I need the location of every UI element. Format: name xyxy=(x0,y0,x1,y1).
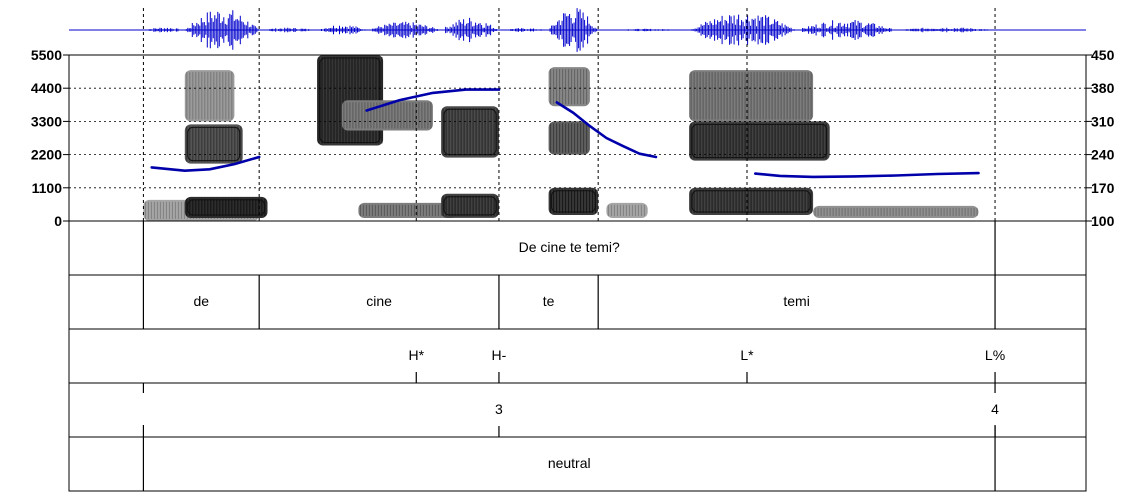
pitch-segment xyxy=(365,88,501,112)
tick-label-left: 4400 xyxy=(31,80,62,96)
spectrogram-contour xyxy=(691,123,828,159)
tier-words-frame xyxy=(68,274,1087,330)
tier-point-label: L% xyxy=(985,347,1005,363)
tier-label: te xyxy=(543,293,555,309)
spectrogram xyxy=(143,55,979,221)
spectrogram-region xyxy=(606,202,648,218)
tier-label: de xyxy=(194,293,210,309)
tick-label-left: 3300 xyxy=(31,113,62,129)
tier-break_indices-frame xyxy=(68,382,1087,438)
spectrogram-striations xyxy=(442,108,498,156)
tier-label: temi xyxy=(783,293,809,309)
tick-label-right: 100 xyxy=(1091,213,1115,229)
spectrogram-region xyxy=(548,121,590,155)
tick-label-left: 1100 xyxy=(32,180,63,196)
tier-point-label: 4 xyxy=(991,401,999,417)
spectrogram-region xyxy=(184,70,235,122)
tier-label: cine xyxy=(366,293,392,309)
spectrogram-striations xyxy=(607,204,645,216)
tier-label: neutral xyxy=(548,455,591,471)
spectrogram-contour xyxy=(551,190,596,213)
spectrogram-contour xyxy=(443,196,497,216)
waveform-trace xyxy=(144,8,994,52)
pitch-contour xyxy=(150,88,980,179)
pitch-segment xyxy=(753,171,980,179)
tick-label-right: 450 xyxy=(1091,47,1115,63)
tick-label-right: 310 xyxy=(1091,113,1115,129)
tick-label-right: 380 xyxy=(1091,80,1115,96)
spectrogram-striations xyxy=(186,126,242,162)
pitch-segment xyxy=(555,101,658,159)
textgrid: De cine te temi? de cine te temi H* H- L* L% 3 4 ne… xyxy=(68,220,1087,492)
spectrogram-striations xyxy=(343,102,432,129)
tier-type-frame xyxy=(68,436,1087,492)
spectrogram-striations xyxy=(690,72,812,120)
spectrogram-striations xyxy=(442,195,498,216)
waveform xyxy=(69,8,1086,52)
tick-label-right: 170 xyxy=(1091,180,1115,196)
tier-label: De cine te temi? xyxy=(519,239,620,255)
pitch-segment xyxy=(150,155,261,172)
spectrogram-striations xyxy=(186,72,233,120)
spectrogram-striations xyxy=(690,189,812,213)
tier-point-label: H* xyxy=(408,347,424,363)
tier-point-label: H- xyxy=(492,347,507,363)
spectrogram-region xyxy=(548,67,590,107)
tier-point-label: 3 xyxy=(495,401,503,417)
tick-label-right: 240 xyxy=(1091,147,1115,163)
tier-point-label: L* xyxy=(740,347,754,363)
spectrogram-contour xyxy=(187,126,241,162)
spectrogram-region xyxy=(548,187,599,215)
spectrogram-contour xyxy=(319,57,381,143)
spectrogram-striations xyxy=(814,207,978,216)
spectrogram-striations xyxy=(186,198,266,216)
spectrogram-striations xyxy=(690,123,827,159)
spectrogram-contour xyxy=(187,199,265,216)
spectrogram-striations xyxy=(550,69,588,105)
spectrogram-striations xyxy=(318,57,383,144)
tick-label-left: 5500 xyxy=(31,47,62,63)
tier-tones-frame xyxy=(68,328,1087,384)
spectrogram-striations xyxy=(550,189,597,213)
tick-label-left: 2200 xyxy=(31,147,62,163)
spectrogram-contour xyxy=(691,190,811,213)
spectrogram-striations xyxy=(550,123,588,153)
tick-label-left: 0 xyxy=(54,213,62,229)
